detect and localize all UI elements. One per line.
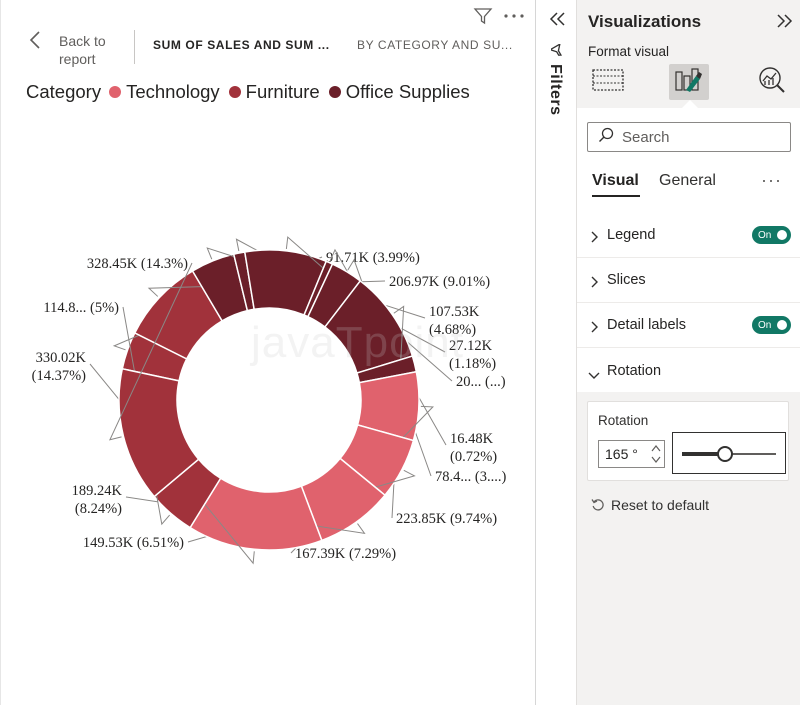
data-label: 330.02K <box>36 350 87 366</box>
data-label: 107.53K <box>429 304 480 320</box>
data-label: 223.85K (9.74%) <box>396 511 497 527</box>
legend-title: Category <box>26 81 102 102</box>
reset-label: Reset to default <box>611 497 710 513</box>
rotation-value: 165 ° <box>605 446 638 462</box>
search-icon <box>598 127 614 148</box>
donut-slice[interactable] <box>118 367 200 498</box>
data-label: 149.53K (6.51%) <box>83 535 184 551</box>
header-divider <box>134 30 135 64</box>
section-rotation[interactable]: Rotation <box>577 348 800 393</box>
legend-item-office-supplies[interactable]: Office Supplies <box>328 81 470 103</box>
data-label: 16.48K <box>450 431 494 447</box>
data-label: (0.72%) <box>450 449 497 465</box>
slider-thumb[interactable] <box>717 446 734 462</box>
chevron-double-right-icon[interactable] <box>775 14 793 33</box>
data-label: 206.97K (9.01%) <box>389 274 490 290</box>
chevron-left-icon <box>29 30 41 57</box>
chevron-down-icon <box>588 367 600 385</box>
reset-icon <box>591 499 604 511</box>
slider-fill <box>682 452 726 456</box>
chart-legend: Category Technology Furniture Office Sup… <box>26 80 479 104</box>
data-label: 167.39K (7.29%) <box>295 546 396 562</box>
format-visual-icon <box>674 66 704 99</box>
legend-item-furniture[interactable]: Furniture <box>228 81 320 103</box>
visualizations-pane: Visualizations Format visual <box>577 0 800 705</box>
build-visual-button[interactable] <box>588 64 628 100</box>
data-label: (1.18%) <box>449 356 496 372</box>
active-tab-caret <box>681 100 699 109</box>
back-to-report-label: Back to report <box>59 33 106 67</box>
pane-title: Visualizations <box>588 12 702 31</box>
data-label: (4.68%) <box>429 322 476 338</box>
chevron-double-left-icon[interactable] <box>549 12 567 31</box>
build-visual-icon <box>592 67 624 98</box>
data-label: 27.12K <box>449 338 493 354</box>
data-label: 78.4... (3....) <box>435 469 506 485</box>
active-tab-indicator <box>592 195 640 197</box>
visual-title-primary: SUM OF SALES AND SUM ... <box>153 38 330 52</box>
donut-chart: 91.71K (3.99%) 206.97K (9.01%) 107.53K (4.6… <box>32 236 506 565</box>
rotation-label: Rotation <box>598 413 649 428</box>
chevron-right-icon <box>591 275 599 293</box>
visual-title-secondary: BY CATEGORY AND SU... <box>357 38 513 52</box>
data-label: (14.37%) <box>32 368 87 384</box>
legend-toggle[interactable]: On <box>752 226 791 244</box>
spin-arrows-icon[interactable] <box>651 443 661 468</box>
legend-swatch <box>109 86 122 98</box>
section-label: Legend <box>607 227 656 243</box>
legend-swatch <box>228 86 241 98</box>
chevron-right-icon <box>591 320 599 338</box>
pane-subtitle: Format visual <box>588 44 670 59</box>
rotation-card: Rotation 165 ° <box>587 401 789 481</box>
tab-general[interactable]: General <box>659 172 716 189</box>
toggle-label: On <box>758 319 772 331</box>
data-label: 189.24K <box>72 483 123 499</box>
analytics-button[interactable] <box>752 64 792 100</box>
legend-label: Office Supplies <box>345 81 470 102</box>
section-legend[interactable]: Legend On <box>577 213 800 258</box>
more-options-icon[interactable]: ··· <box>761 170 782 190</box>
rotation-spinbox[interactable]: 165 ° <box>598 440 665 468</box>
leader-line <box>109 262 193 441</box>
rotation-settings: Rotation 165 ° Reset to default <box>577 392 800 526</box>
more-options-icon[interactable] <box>503 13 525 19</box>
legend-label: Furniture <box>245 81 320 102</box>
reset-to-default-button[interactable]: Reset to default <box>591 497 709 513</box>
section-label: Slices <box>607 272 646 288</box>
format-visual-button[interactable] <box>669 64 709 100</box>
toggle-knob <box>777 320 787 330</box>
search-placeholder: Search <box>622 128 670 146</box>
filters-label[interactable]: Filters <box>547 64 564 116</box>
data-label: 114.8... (5%) <box>43 300 119 316</box>
report-canvas: Back to report SUM OF SALES AND SUM ... … <box>0 0 536 705</box>
data-label: 91.71K (3.99%) <box>326 250 420 266</box>
section-label: Rotation <box>607 362 662 379</box>
tab-visual[interactable]: Visual <box>592 172 639 189</box>
filters-pane-collapsed: Filters <box>537 0 577 705</box>
filter-icon[interactable] <box>548 42 565 63</box>
data-label: (8.24%) <box>75 501 122 517</box>
chevron-right-icon <box>591 230 599 248</box>
rotation-slider[interactable] <box>672 432 786 474</box>
data-label: 328.45K (14.3%) <box>87 256 188 272</box>
visual-header-tools <box>473 6 535 26</box>
section-detail-labels[interactable]: Detail labels On <box>577 303 800 348</box>
filter-icon[interactable] <box>473 7 493 25</box>
data-label: 20... (...) <box>456 374 506 390</box>
legend-item-technology[interactable]: Technology <box>109 81 220 103</box>
toggle-label: On <box>758 229 772 241</box>
legend-swatch <box>328 86 341 98</box>
legend-label: Technology <box>126 81 220 102</box>
detail-labels-toggle[interactable]: On <box>752 316 791 334</box>
back-to-report-button[interactable]: Back to report <box>25 30 125 70</box>
section-slices[interactable]: Slices <box>577 258 800 303</box>
toggle-knob <box>777 230 787 240</box>
section-label: Detail labels <box>607 317 686 333</box>
analytics-icon <box>756 66 788 99</box>
search-input[interactable]: Search <box>587 122 791 152</box>
